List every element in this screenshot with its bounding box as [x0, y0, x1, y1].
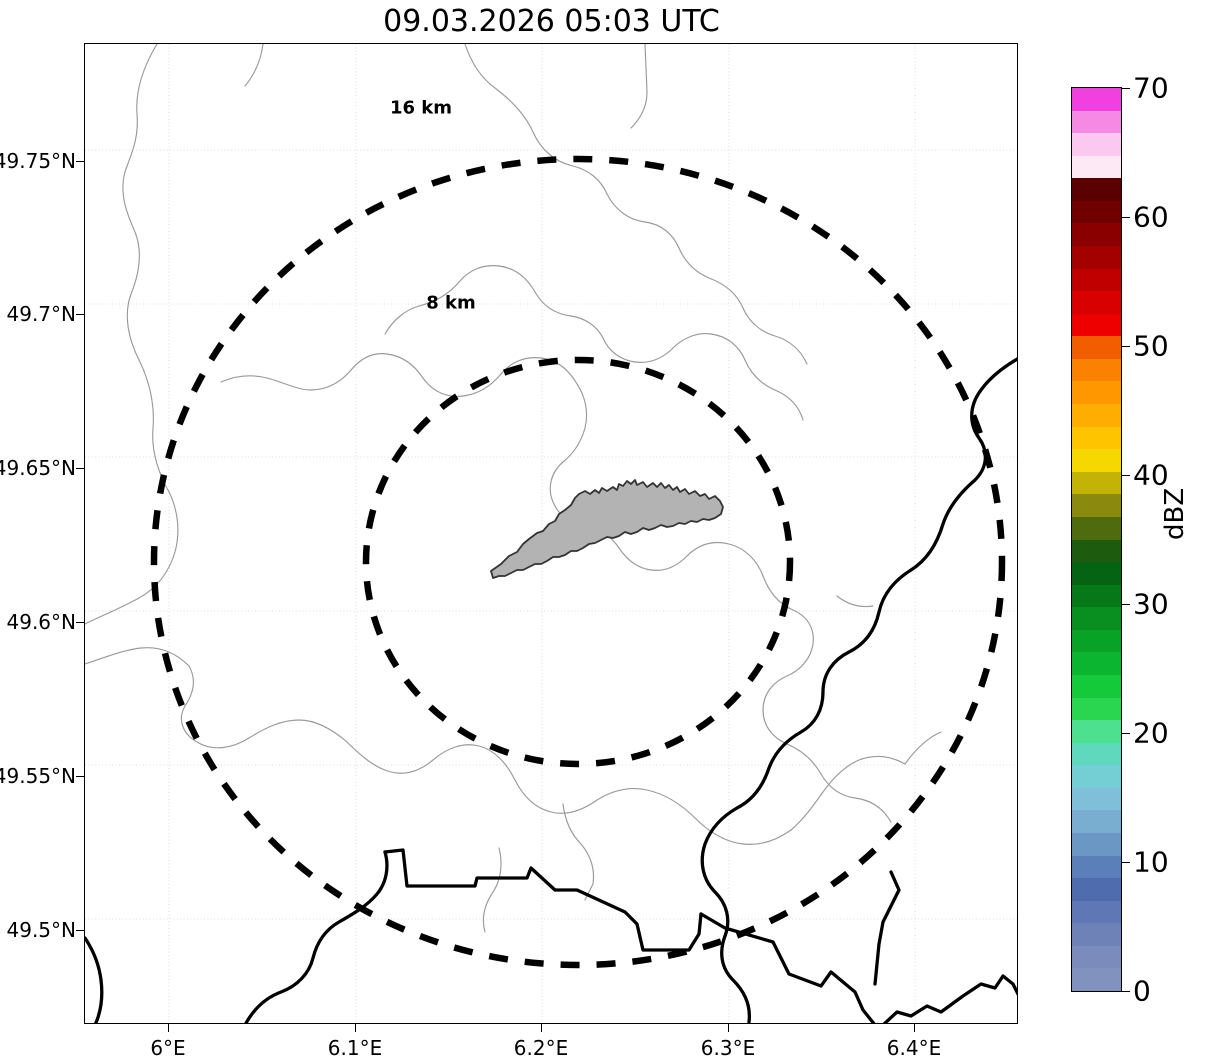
- colorbar-band: [1072, 945, 1121, 969]
- colorbar-tick-mark-70: [1122, 88, 1130, 89]
- x-tick-mark-60: [168, 1024, 169, 1032]
- city-polygon: [490, 479, 724, 579]
- colorbar-band: [1072, 629, 1121, 653]
- colorbar-band: [1072, 606, 1121, 630]
- colorbar-band: [1072, 313, 1121, 337]
- colorbar-tick-label-20: 20: [1133, 716, 1169, 750]
- colorbar-band: [1072, 516, 1121, 540]
- colorbar-band: [1072, 922, 1121, 946]
- range-ring-label-8km: 8 km: [426, 292, 476, 314]
- y-tick-mark-495: [76, 930, 84, 931]
- colorbar-band: [1072, 380, 1121, 405]
- colorbar-band: [1072, 764, 1121, 788]
- y-tick-label-497: 49.7°N: [6, 302, 77, 326]
- colorbar-band: [1072, 335, 1121, 359]
- colorbar-band: [1072, 719, 1121, 743]
- colorbar-band: [1072, 651, 1121, 675]
- x-axis: 6°E 6.1°E 6.2°E 6.3°E 6.4°E: [84, 1024, 1018, 1064]
- y-tick-label-4965: 49.65°N: [0, 456, 76, 480]
- y-tick-mark-4955: [76, 776, 84, 777]
- colorbar-band: [1072, 493, 1121, 517]
- colorbar-band: [1072, 403, 1121, 427]
- colorbar-tick-mark-40: [1122, 475, 1130, 476]
- colorbar-band: [1072, 290, 1121, 314]
- colorbar-band: [1072, 471, 1121, 495]
- x-tick-label-64: 6.4°E: [886, 1036, 942, 1060]
- colorbar-band: [1072, 696, 1121, 721]
- colorbar-band: [1072, 809, 1121, 833]
- colorbar-band: [1072, 222, 1121, 247]
- y-tick-mark-4965: [76, 468, 84, 469]
- colorbar-tick-label-40: 40: [1133, 458, 1169, 492]
- colorbar-tick-mark-60: [1122, 217, 1130, 218]
- colorbar-band: [1072, 561, 1121, 585]
- colorbar-band: [1072, 268, 1121, 292]
- y-tick-mark-4975: [76, 161, 84, 162]
- colorbar[interactable]: [1071, 87, 1122, 992]
- colorbar-band: [1072, 358, 1121, 382]
- colorbar-tick-area: 70 60 50 40 30 20 10 0: [1122, 72, 1207, 1008]
- admin-boundary-lines: [85, 44, 942, 933]
- colorbar-band: [1072, 877, 1121, 901]
- colorbar-tick-mark-10: [1122, 862, 1130, 863]
- colorbar-tick-label-70: 70: [1133, 71, 1169, 105]
- colorbar-band: [1072, 832, 1121, 856]
- colorbar-tick-label-30: 30: [1133, 587, 1169, 621]
- colorbar-band: [1072, 674, 1121, 698]
- colorbar-band: [1072, 245, 1121, 269]
- map-plot-area[interactable]: 16 km 8 km: [84, 43, 1018, 1024]
- colorbar-band: [1072, 109, 1121, 134]
- colorbar-band: [1072, 967, 1121, 991]
- colorbar-tick-mark-0: [1122, 991, 1130, 992]
- y-tick-label-496: 49.6°N: [6, 610, 77, 634]
- range-rings: [150, 155, 1006, 969]
- colorbar-band: [1072, 88, 1121, 111]
- colorbar-band: [1072, 200, 1121, 224]
- colorbar-tick-mark-50: [1122, 346, 1130, 347]
- colorbar-tick-label-50: 50: [1133, 329, 1169, 363]
- colorbar-tick-mark-20: [1122, 733, 1130, 734]
- colorbar-axis-label: dBZ: [1160, 487, 1190, 540]
- colorbar-band: [1072, 742, 1121, 766]
- colorbar-band: [1072, 448, 1121, 472]
- x-tick-label-61: 6.1°E: [327, 1036, 383, 1060]
- national-border-lines: [85, 357, 1017, 1023]
- colorbar-band: [1072, 132, 1121, 156]
- colorbar-tick-mark-30: [1122, 604, 1130, 605]
- colorbar-band: [1072, 426, 1121, 450]
- x-tick-label-63: 6.3°E: [700, 1036, 756, 1060]
- colorbar-band: [1072, 584, 1121, 608]
- y-tick-label-4975: 49.75°N: [0, 149, 76, 173]
- colorbar-tick-label-60: 60: [1133, 200, 1169, 234]
- colorbar-band: [1072, 900, 1121, 924]
- x-tick-mark-63: [728, 1024, 729, 1032]
- colorbar-band: [1072, 538, 1121, 563]
- y-tick-label-4955: 49.55°N: [0, 764, 76, 788]
- range-ring-8km: [362, 356, 794, 768]
- y-axis: 49.75°N 49.7°N 49.65°N 49.6°N 49.55°N 49…: [0, 43, 84, 1024]
- range-ring-16km: [150, 155, 1006, 969]
- y-tick-mark-497: [76, 314, 84, 315]
- y-tick-label-495: 49.5°N: [6, 918, 77, 942]
- colorbar-band: [1072, 155, 1121, 179]
- x-tick-mark-64: [914, 1024, 915, 1032]
- colorbar-band: [1072, 177, 1121, 201]
- y-tick-mark-496: [76, 622, 84, 623]
- map-canvas: [85, 44, 1017, 1023]
- colorbar-band: [1072, 787, 1121, 811]
- x-tick-label-62: 6.2°E: [513, 1036, 569, 1060]
- x-tick-label-60: 6°E: [150, 1036, 186, 1060]
- x-tick-mark-62: [541, 1024, 542, 1032]
- colorbar-tick-label-0: 0: [1133, 974, 1151, 1008]
- range-ring-label-16km: 16 km: [389, 97, 453, 119]
- colorbar-band: [1072, 854, 1121, 879]
- x-tick-mark-61: [355, 1024, 356, 1032]
- page-title: 09.03.2026 05:03 UTC: [383, 4, 720, 39]
- colorbar-tick-label-10: 10: [1133, 845, 1169, 879]
